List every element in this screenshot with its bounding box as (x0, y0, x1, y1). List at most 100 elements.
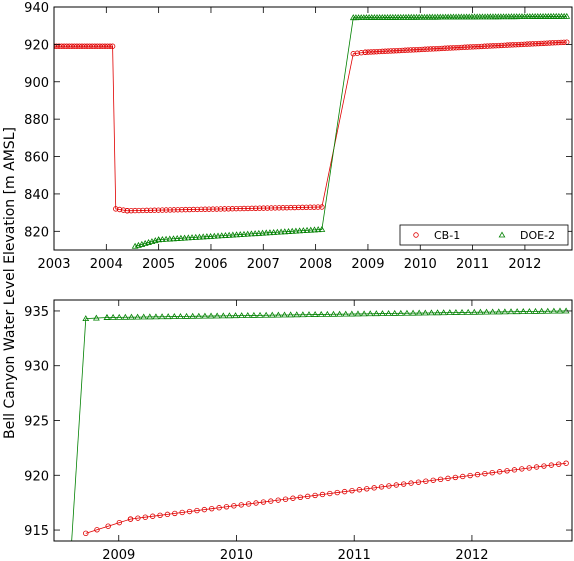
legend-label: CB-1 (434, 229, 460, 242)
data-point (382, 48, 388, 54)
data-point (461, 44, 468, 50)
data-point (273, 228, 281, 235)
data-point (233, 231, 240, 238)
data-point (544, 307, 552, 314)
data-point (69, 43, 75, 49)
x-tick-label: 2008 (299, 257, 332, 272)
data-point (105, 523, 111, 529)
y-tick-label: 860 (24, 151, 49, 166)
data-point (477, 308, 484, 315)
series-line (85, 310, 567, 320)
data-point (541, 463, 547, 469)
data-point (92, 43, 98, 49)
data-point (164, 511, 171, 518)
data-point (285, 228, 292, 234)
legend-entry: DOE-2 (498, 229, 555, 242)
data-point (144, 207, 150, 214)
data-point (128, 313, 135, 320)
data-point (147, 207, 154, 213)
data-point (341, 488, 348, 495)
data-point (136, 207, 142, 214)
data-point (515, 41, 522, 48)
data-point (288, 204, 294, 211)
data-point (79, 43, 85, 49)
data-point (482, 470, 488, 477)
data-point (167, 207, 173, 213)
data-point (317, 310, 325, 317)
data-point (128, 207, 134, 214)
data-point (428, 309, 435, 316)
data-point (296, 227, 304, 234)
data-point (223, 504, 230, 510)
data-point (244, 312, 252, 318)
data-point (422, 46, 428, 52)
data-point (260, 499, 267, 505)
data-point (416, 46, 422, 53)
series-doe-2 (71, 307, 570, 541)
data-point (182, 206, 189, 213)
data-point (238, 312, 246, 319)
data-point (102, 43, 108, 49)
data-point (507, 308, 515, 315)
data-point (210, 232, 218, 239)
data-point (379, 48, 386, 55)
data-point (330, 310, 337, 317)
data-point (513, 42, 519, 48)
data-point (447, 45, 454, 51)
data-point (548, 462, 555, 468)
series-cb-1 (54, 39, 570, 214)
data-point (549, 40, 556, 46)
data-point (362, 49, 369, 55)
data-point (155, 207, 162, 213)
data-point (558, 39, 564, 46)
x-tick-label: 2006 (194, 257, 227, 272)
data-point (409, 309, 417, 316)
data-point (319, 491, 326, 498)
data-point (299, 204, 306, 211)
data-point (249, 205, 255, 212)
data-point (311, 204, 317, 210)
data-point (538, 40, 544, 47)
data-point (172, 510, 178, 517)
data-point (478, 43, 485, 50)
data-point (372, 310, 380, 317)
data-point (99, 43, 106, 49)
data-point (456, 44, 462, 51)
data-point (446, 309, 454, 316)
y-tick-label: 930 (24, 360, 49, 375)
data-point (270, 228, 278, 235)
data-point (201, 312, 209, 319)
data-point (391, 48, 397, 54)
data-point (181, 234, 189, 241)
data-point (155, 236, 163, 243)
data-point (552, 40, 559, 46)
data-point (84, 43, 90, 49)
data-point (259, 229, 266, 236)
data-point (474, 471, 481, 478)
data-point (225, 231, 233, 238)
data-point (272, 205, 278, 211)
data-point (171, 207, 177, 213)
data-point (556, 461, 562, 467)
y-tick-label: 840 (24, 188, 49, 203)
data-point (511, 467, 518, 473)
data-point (76, 43, 83, 49)
data-point (86, 43, 93, 49)
data-point (116, 519, 123, 526)
data-point (124, 208, 130, 214)
series-line (134, 15, 567, 247)
data-point (364, 486, 370, 492)
data-point (216, 505, 222, 511)
data-point (315, 204, 321, 210)
data-point (170, 313, 178, 319)
data-point (173, 235, 181, 241)
legend-box (399, 224, 569, 246)
data-point (476, 43, 482, 50)
data-point (275, 497, 281, 503)
data-point (82, 315, 90, 322)
data-point (225, 206, 232, 212)
data-point (533, 464, 540, 470)
plot-area (54, 12, 571, 249)
x-tick-label: 2009 (102, 548, 135, 561)
data-point (244, 230, 252, 237)
